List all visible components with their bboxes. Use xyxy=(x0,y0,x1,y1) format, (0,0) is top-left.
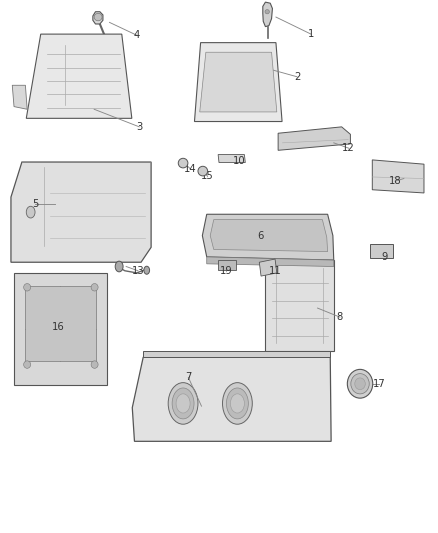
Text: 19: 19 xyxy=(220,266,233,276)
Ellipse shape xyxy=(172,388,194,419)
Ellipse shape xyxy=(24,361,31,368)
Polygon shape xyxy=(93,12,103,24)
Ellipse shape xyxy=(178,158,188,168)
Ellipse shape xyxy=(168,383,198,424)
Text: 2: 2 xyxy=(294,72,300,82)
Text: 11: 11 xyxy=(268,266,282,276)
Text: 12: 12 xyxy=(342,143,355,153)
Text: 4: 4 xyxy=(134,30,140,40)
Ellipse shape xyxy=(230,394,244,413)
Text: 9: 9 xyxy=(381,252,388,262)
Polygon shape xyxy=(14,273,107,385)
Polygon shape xyxy=(372,160,424,193)
Polygon shape xyxy=(278,127,350,150)
Polygon shape xyxy=(207,257,334,266)
Polygon shape xyxy=(25,286,96,361)
Ellipse shape xyxy=(265,10,269,14)
Ellipse shape xyxy=(91,284,98,291)
Text: 16: 16 xyxy=(52,322,65,332)
Polygon shape xyxy=(132,357,331,441)
Ellipse shape xyxy=(198,166,208,176)
Text: 10: 10 xyxy=(233,157,245,166)
Text: 5: 5 xyxy=(32,199,38,208)
Polygon shape xyxy=(202,214,334,260)
Ellipse shape xyxy=(351,374,369,394)
Polygon shape xyxy=(210,220,328,252)
Polygon shape xyxy=(265,260,334,351)
Ellipse shape xyxy=(347,369,373,398)
Polygon shape xyxy=(259,259,277,276)
Ellipse shape xyxy=(223,383,252,424)
Text: 6: 6 xyxy=(258,231,264,240)
Text: 14: 14 xyxy=(184,164,197,174)
Polygon shape xyxy=(11,162,151,262)
Ellipse shape xyxy=(176,394,190,413)
Polygon shape xyxy=(218,155,245,163)
Text: 1: 1 xyxy=(308,29,314,39)
Ellipse shape xyxy=(355,378,365,390)
Polygon shape xyxy=(200,52,277,112)
Polygon shape xyxy=(263,2,272,27)
Text: 13: 13 xyxy=(132,266,144,276)
Text: 8: 8 xyxy=(337,312,343,322)
Text: 17: 17 xyxy=(372,379,385,389)
Polygon shape xyxy=(26,34,132,118)
Polygon shape xyxy=(370,244,393,258)
Ellipse shape xyxy=(24,284,31,291)
Polygon shape xyxy=(218,260,236,270)
Ellipse shape xyxy=(144,266,150,274)
Text: 7: 7 xyxy=(185,373,191,382)
Polygon shape xyxy=(12,85,27,109)
Polygon shape xyxy=(194,43,282,122)
Text: 3: 3 xyxy=(136,122,142,132)
Ellipse shape xyxy=(91,361,98,368)
Ellipse shape xyxy=(26,206,35,218)
Ellipse shape xyxy=(115,261,123,272)
Text: 15: 15 xyxy=(201,172,214,181)
Text: 18: 18 xyxy=(389,176,401,186)
Ellipse shape xyxy=(226,388,248,419)
Polygon shape xyxy=(143,351,330,357)
Ellipse shape xyxy=(94,13,102,21)
